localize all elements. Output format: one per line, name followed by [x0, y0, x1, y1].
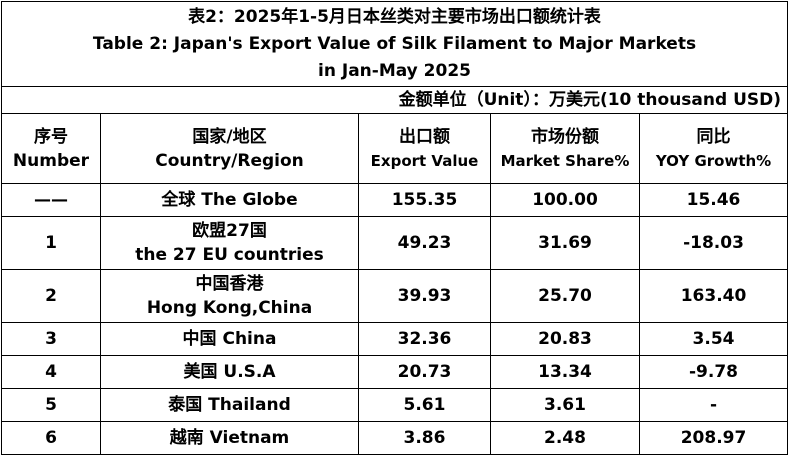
- data-cell: 15.46: [638, 183, 788, 217]
- data-cell: 3.54: [638, 322, 788, 356]
- data-cell: 3: [1, 322, 101, 356]
- country-cell: 美国 U.S.A: [100, 355, 359, 389]
- header-text: YOY Growth%: [655, 151, 772, 170]
- data-cell: 20.83: [490, 322, 640, 356]
- header-cell: 国家/地区 Country/Region: [100, 113, 359, 184]
- country-text: 欧盟27国: [192, 221, 267, 241]
- data-cell: 49.23: [358, 216, 491, 270]
- header-text: Country/Region: [155, 150, 304, 171]
- data-cell: 5.61: [358, 388, 491, 422]
- header-cell: 出口额 Export Value: [358, 113, 491, 184]
- title-zh: 表2：2025年1-5月日本丝类对主要市场出口额统计表: [188, 6, 601, 27]
- country-text: the 27 EU countries: [135, 245, 324, 265]
- country-text: 中国香港: [195, 274, 264, 294]
- country-text: Hong Kong,China: [146, 298, 313, 318]
- data-cell: 208.97: [638, 421, 788, 455]
- data-row: 4 美国 U.S.A 20.73 13.34 -9.78: [1, 355, 788, 389]
- country-text: 泰国 Thailand: [168, 395, 291, 415]
- data-cell: 155.35: [358, 183, 491, 217]
- country-cell: 欧盟27国 the 27 EU countries: [100, 216, 359, 270]
- data-cell: 4: [1, 355, 101, 389]
- data-cell: 6: [1, 421, 101, 455]
- country-cell: 中国 China: [100, 322, 359, 356]
- data-cell: 3.61: [490, 388, 640, 422]
- data-cell: 32.36: [358, 322, 491, 356]
- data-row: 6 越南 Vietnam 3.86 2.48 208.97: [1, 421, 788, 455]
- header-text: 同比: [696, 126, 731, 147]
- header-text: Market Share%: [500, 151, 630, 170]
- data-cell: 2.48: [490, 421, 640, 455]
- title-cell: 表2：2025年1-5月日本丝类对主要市场出口额统计表 Table 2: Jap…: [0, 1, 788, 87]
- header-row: 序号 Number 国家/地区 Country/Region 出口额 Export Val…: [1, 113, 788, 184]
- country-text: 美国 U.S.A: [183, 362, 276, 382]
- header-text: 序号: [34, 126, 68, 147]
- country-cell: 越南 Vietnam: [100, 421, 359, 455]
- unit-cell: 金额单位（Unit）：万美元(10 thousand USD): [0, 86, 788, 114]
- data-row: —— 全球 The Globe 155.35 100.00 15.46: [1, 183, 788, 217]
- country-cell: 全球 The Globe: [100, 183, 359, 217]
- data-cell: 2: [1, 269, 101, 323]
- country-cell: 中国香港 Hong Kong,China: [100, 269, 359, 323]
- data-cell: 13.34: [490, 355, 640, 389]
- title-en: in Jan-May 2025: [318, 60, 471, 81]
- header-cell: 市场份额 Market Share%: [490, 113, 640, 184]
- data-cell: 31.69: [490, 216, 640, 270]
- data-cell: -9.78: [638, 355, 788, 389]
- data-cell: -18.03: [638, 216, 788, 270]
- country-text: 越南 Vietnam: [169, 428, 290, 448]
- data-cell: 39.93: [358, 269, 491, 323]
- header-cell: 序号 Number: [1, 113, 101, 184]
- data-row: 1 欧盟27国 the 27 EU countries 49.23 31.69 -18.0…: [1, 216, 788, 270]
- data-cell: 20.73: [358, 355, 491, 389]
- title-en: Table 2: Japan's Export Value of Silk Fi…: [92, 33, 697, 54]
- title-row: 表2：2025年1-5月日本丝类对主要市场出口额统计表 Table 2: Jap…: [0, 1, 788, 87]
- header-text: 市场份额: [531, 126, 599, 147]
- header-text: Export Value: [370, 151, 479, 170]
- data-cell: 5: [1, 388, 101, 422]
- header-cell: 同比 YOY Growth%: [638, 113, 788, 184]
- country-text: 全球 The Globe: [161, 190, 298, 210]
- unit-row: 金额单位（Unit）：万美元(10 thousand USD): [0, 86, 788, 114]
- data-row: 3 中国 China 32.36 20.83 3.54: [1, 322, 788, 356]
- data-row: 5 泰国 Thailand 5.61 3.61-: [1, 388, 788, 422]
- data-cell: 3.86: [358, 421, 491, 455]
- header-text: 国家/地区: [192, 126, 267, 147]
- header-text: 出口额: [399, 126, 450, 147]
- data-cell: 100.00: [490, 183, 640, 217]
- data-cell: -: [638, 388, 788, 422]
- data-cell: 25.70: [490, 269, 640, 323]
- data-cell: 163.40: [638, 269, 788, 323]
- country-text: 中国 China: [182, 329, 277, 349]
- data-cell: 1: [1, 216, 101, 270]
- country-cell: 泰国 Thailand: [100, 388, 359, 422]
- header-text: Number: [12, 150, 90, 171]
- data-row: 2 中国香港 Hong Kong,China 39.93 25.70 163.40: [1, 269, 788, 323]
- data-cell: ——: [1, 183, 101, 217]
